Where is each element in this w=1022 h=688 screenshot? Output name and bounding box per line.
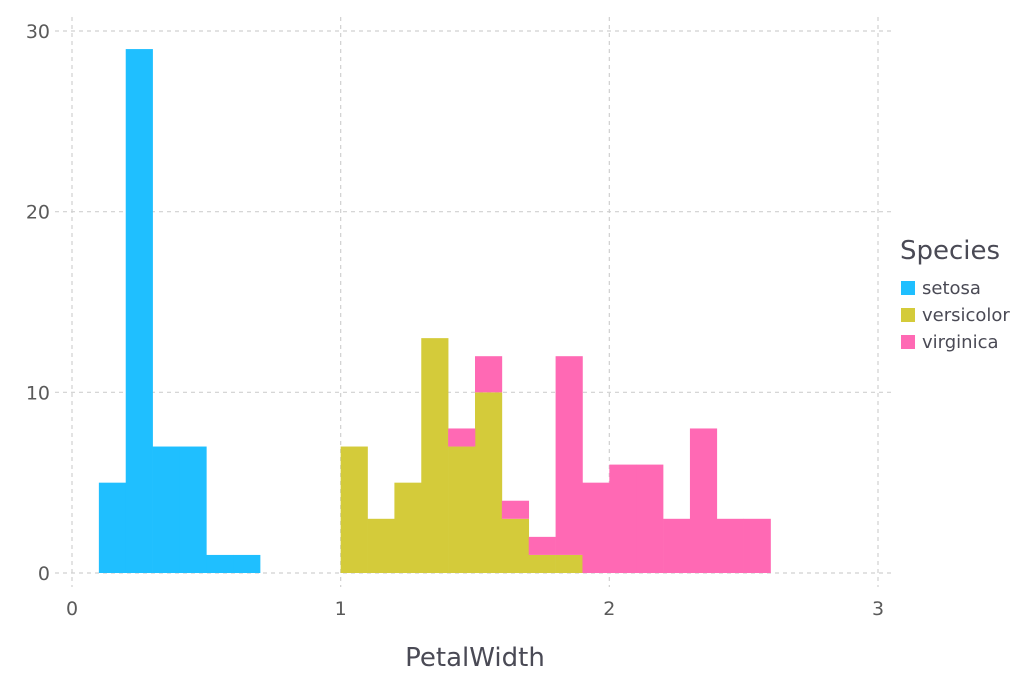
bar-versicolor [394,482,422,573]
x-tick-label: 0 [66,598,78,620]
bar-versicolor [448,446,476,573]
bar-versicolor [340,446,368,573]
legend-label-versicolor: versicolor [922,305,1010,326]
x-tick-label: 1 [335,598,347,620]
bar-setosa [152,446,180,573]
bar-virginica [663,518,691,573]
bar-virginica [582,482,610,573]
bar-setosa [206,554,234,573]
bar-virginica [475,356,503,393]
x-axis-title: PetalWidth [405,643,545,673]
bar-virginica [448,428,476,447]
bar-versicolor [367,518,395,573]
y-tick-label: 20 [26,202,50,224]
bar-virginica [716,518,744,573]
legend-swatch-setosa [901,281,915,295]
bar-virginica [743,518,771,573]
axes: 0 10 20 30 0 1 2 3 [26,21,884,620]
x-tick-label: 2 [603,598,615,620]
y-tick-label: 0 [38,563,50,585]
bar-virginica [555,356,583,555]
bar-versicolor [501,518,530,573]
bars [98,49,771,574]
bar-virginica [689,428,718,573]
bar-setosa [233,554,261,573]
legend-swatch-virginica [901,335,915,349]
x-tick-label: 3 [872,598,884,620]
y-tick-label: 30 [26,21,50,43]
legend-swatch-versicolor [901,308,915,322]
bar-setosa [98,482,127,573]
legend-label-virginica: virginica [922,332,999,353]
bar-versicolor [475,392,503,573]
bar-virginica [636,464,664,573]
bar-versicolor [528,554,556,573]
legend-title: Species [900,236,1000,266]
legend-label-setosa: setosa [922,278,981,299]
bar-virginica [609,464,637,573]
bar-virginica [501,500,530,519]
y-tick-label: 10 [26,382,50,404]
bar-versicolor [555,554,583,573]
bar-versicolor [421,338,449,573]
bar-setosa [179,446,207,573]
bar-setosa [125,49,153,574]
bar-virginica [528,536,556,555]
legend: Species setosa versicolor virginica [900,236,1010,353]
